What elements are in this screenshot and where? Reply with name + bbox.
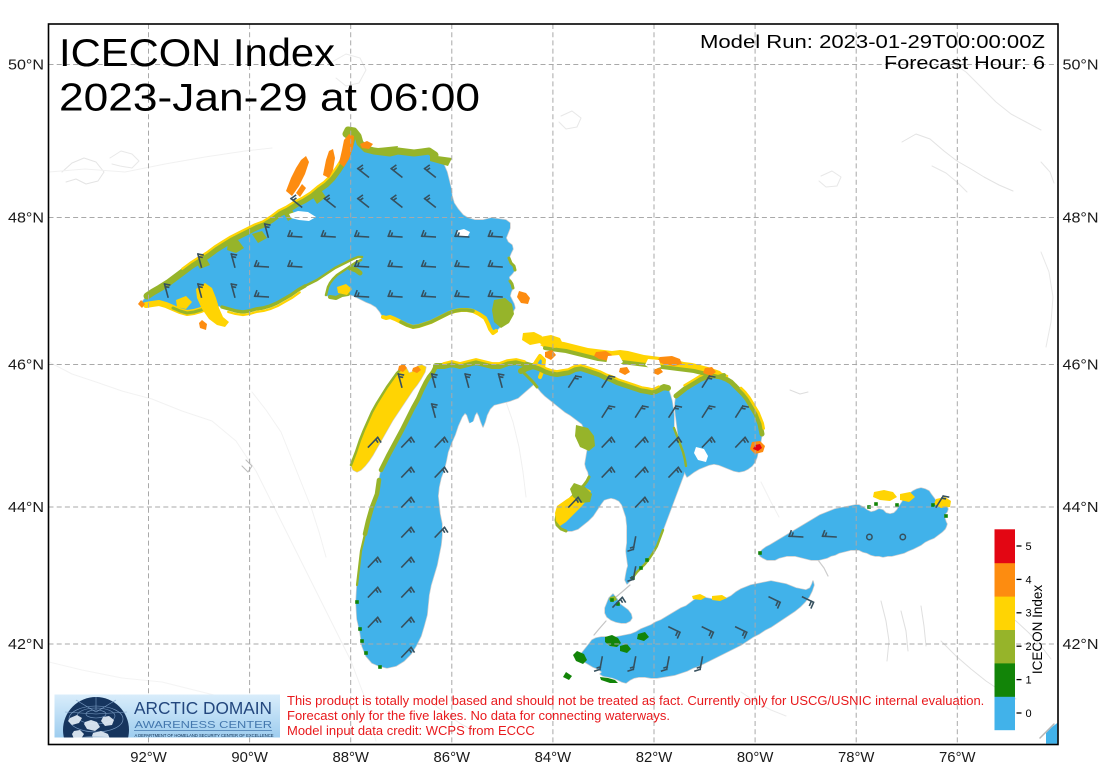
svg-text:42°N: 42°N: [1063, 636, 1099, 653]
svg-text:5: 5: [1026, 541, 1032, 553]
svg-text:86°W: 86°W: [434, 749, 471, 766]
svg-text:Model input data credit: WCPS: Model input data credit: WCPS from ECCC: [287, 723, 535, 738]
svg-text:50°N: 50°N: [8, 57, 44, 74]
svg-text:92°W: 92°W: [130, 749, 167, 766]
svg-text:84°W: 84°W: [535, 749, 572, 766]
svg-text:4: 4: [1026, 574, 1032, 586]
svg-text:80°W: 80°W: [737, 749, 774, 766]
svg-text:78°W: 78°W: [838, 749, 875, 766]
svg-text:ICECON Index: ICECON Index: [1030, 585, 1045, 675]
svg-text:48°N: 48°N: [1063, 210, 1099, 227]
svg-text:90°W: 90°W: [231, 749, 268, 766]
svg-text:1: 1: [1026, 675, 1032, 687]
svg-text:ICECON Index: ICECON Index: [59, 32, 335, 75]
svg-text:This product is totally model: This product is totally model based and …: [287, 693, 984, 708]
svg-text:AWARENESS CENTER: AWARENESS CENTER: [135, 720, 273, 731]
svg-text:44°N: 44°N: [8, 499, 44, 516]
svg-text:A DEPARTMENT OF HOMELAND SECUR: A DEPARTMENT OF HOMELAND SECURITY CENTER…: [135, 733, 275, 739]
svg-text:2: 2: [1026, 641, 1032, 653]
svg-text:ARCTIC DOMAIN: ARCTIC DOMAIN: [134, 698, 272, 718]
svg-text:50°N: 50°N: [1063, 57, 1099, 74]
svg-text:42°N: 42°N: [8, 636, 44, 653]
svg-text:88°W: 88°W: [332, 749, 369, 766]
svg-text:2023-Jan-29 at 06:00: 2023-Jan-29 at 06:00: [59, 77, 480, 120]
svg-text:44°N: 44°N: [1063, 499, 1099, 516]
svg-text:0: 0: [1026, 708, 1032, 720]
svg-text:3: 3: [1026, 608, 1032, 620]
svg-text:82°W: 82°W: [636, 749, 673, 766]
svg-text:48°N: 48°N: [8, 210, 44, 227]
svg-text:46°N: 46°N: [8, 357, 44, 374]
svg-text:Forecast only for the five lak: Forecast only for the five lakes. No dat…: [287, 708, 670, 723]
svg-text:Forecast Hour: 6: Forecast Hour: 6: [884, 52, 1045, 73]
svg-text:76°W: 76°W: [939, 749, 976, 766]
svg-text:Model Run: 2023-01-29T00:00:00: Model Run: 2023-01-29T00:00:00Z: [700, 31, 1045, 52]
svg-text:46°N: 46°N: [1063, 357, 1099, 374]
